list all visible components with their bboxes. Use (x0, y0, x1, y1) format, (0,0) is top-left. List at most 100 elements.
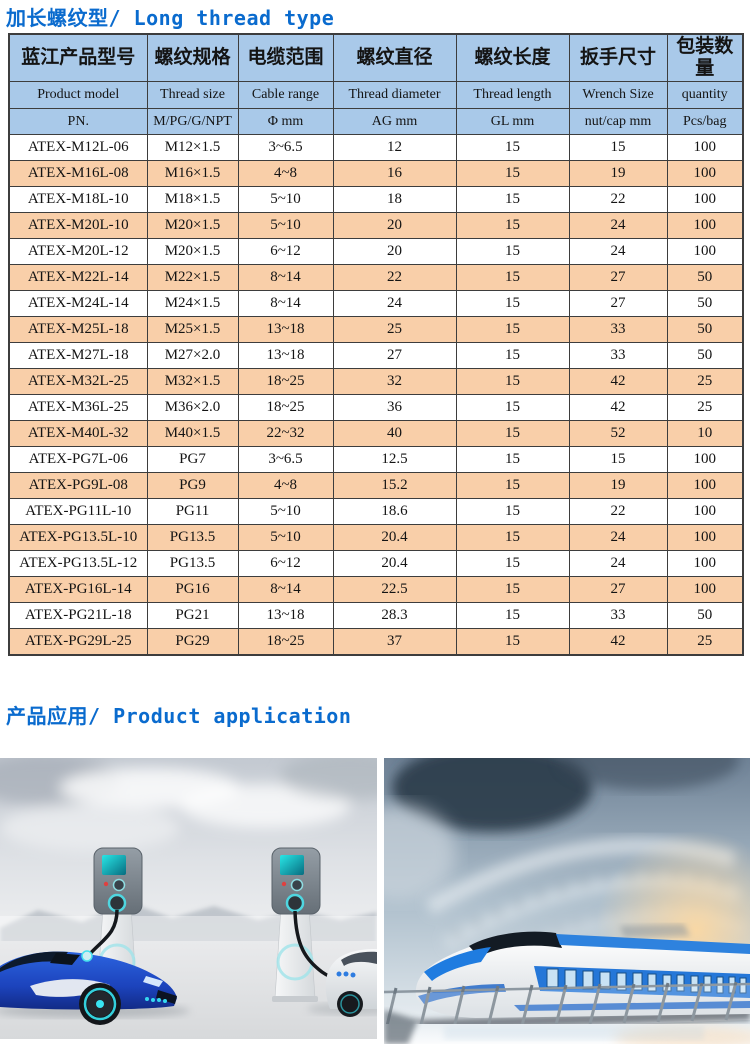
table-cell: ATEX-M27L-18 (8, 342, 148, 369)
table-cell: 100 (666, 524, 744, 551)
header-cell-cn: 扳手尺寸 (568, 33, 668, 82)
table-cell: 25 (666, 394, 744, 421)
table-cell: 36 (332, 394, 457, 421)
table-cell: M25×1.5 (146, 316, 239, 343)
table-cell: 28.3 (332, 602, 457, 629)
table-cell: 100 (666, 550, 744, 577)
table-cell: 100 (666, 498, 744, 525)
table-cell: ATEX-PG13.5L-10 (8, 524, 148, 551)
table-cell: 15 (455, 316, 570, 343)
table-cell: 50 (666, 602, 744, 629)
header-cell-en: Thread diameter (332, 81, 457, 109)
table-cell: M32×1.5 (146, 368, 239, 395)
table-cell: 24 (568, 524, 668, 551)
table-row: ATEX-PG29L-25 PG29 18~25 37 15 42 25 (8, 628, 744, 656)
header-cell-cn: 包装数量 (666, 33, 744, 82)
table-cell: 25 (332, 316, 457, 343)
table-cell: 15 (455, 628, 570, 656)
table-cell: 16 (332, 160, 457, 187)
header-cell-unit: Φ mm (237, 108, 334, 135)
table-cell: ATEX-M16L-08 (8, 160, 148, 187)
table-cell: 32 (332, 368, 457, 395)
ev-charging-photo (0, 758, 377, 1039)
table-cell: 15 (455, 472, 570, 499)
table-cell: PG9 (146, 472, 239, 499)
table-cell: ATEX-PG9L-08 (8, 472, 148, 499)
table-cell: ATEX-PG11L-10 (8, 498, 148, 525)
table-cell: 15 (455, 238, 570, 265)
table-cell: 5~10 (237, 212, 334, 239)
clouds (0, 758, 377, 852)
table-cell: 15 (455, 160, 570, 187)
table-cell: 13~18 (237, 342, 334, 369)
table-cell: PG7 (146, 446, 239, 473)
white-car (307, 948, 377, 1017)
table-cell: 6~12 (237, 238, 334, 265)
table-cell: 27 (568, 290, 668, 317)
table-cell: 24 (568, 550, 668, 577)
table-cell: 15.2 (332, 472, 457, 499)
train-illustration (384, 758, 750, 1044)
header-cell-en: Thread length (455, 81, 570, 109)
table-row: ATEX-PG13.5L-12 PG13.5 6~12 20.4 15 24 100 (8, 550, 744, 577)
table-cell: ATEX-M22L-14 (8, 264, 148, 291)
table-cell: 100 (666, 186, 744, 213)
header-cell-unit: AG mm (332, 108, 457, 135)
table-cell: 18~25 (237, 394, 334, 421)
header-cell-en: Thread size (146, 81, 239, 109)
table-cell: 100 (666, 212, 744, 239)
table-cell: ATEX-M25L-18 (8, 316, 148, 343)
header-cell-cn: 螺纹长度 (455, 33, 570, 82)
table-cell: 20 (332, 238, 457, 265)
table-cell: 4~8 (237, 472, 334, 499)
table-cell: 15 (455, 134, 570, 161)
header-cell-cn: 螺纹直径 (332, 33, 457, 82)
blue-car (0, 950, 190, 1025)
header-cell-en: Product model (8, 81, 148, 109)
section-title-product-application: 产品应用/ Product application (6, 704, 352, 728)
table-cell: 33 (568, 602, 668, 629)
table-cell: 15 (455, 264, 570, 291)
table-cell: 5~10 (237, 524, 334, 551)
table-cell: 33 (568, 342, 668, 369)
table-cell: 15 (455, 212, 570, 239)
table-cell: ATEX-M32L-25 (8, 368, 148, 395)
table-cell: 13~18 (237, 602, 334, 629)
table-cell: 15 (455, 368, 570, 395)
table-row: ATEX-M18L-10 M18×1.5 5~10 18 15 22 100 (8, 186, 744, 213)
table-cell: ATEX-M20L-12 (8, 238, 148, 265)
table-cell: 20.4 (332, 524, 457, 551)
table-row: ATEX-M27L-18 M27×2.0 13~18 27 15 33 50 (8, 342, 744, 369)
table-cell: 15 (455, 290, 570, 317)
table-cell: 22 (568, 498, 668, 525)
header-cell-en: Wrench Size (568, 81, 668, 109)
spec-table: 蓝江产品型号 螺纹规格 电缆范围 螺纹直径 螺纹长度 扳手尺寸 包装数量 Product mo… (8, 33, 744, 656)
table-cell: ATEX-PG21L-18 (8, 602, 148, 629)
table-cell: 15 (455, 394, 570, 421)
table-row: ATEX-PG13.5L-10 PG13.5 5~10 20.4 15 24 100 (8, 524, 744, 551)
table-cell: 22.5 (332, 576, 457, 603)
table-row: ATEX-M16L-08 M16×1.5 4~8 16 15 19 100 (8, 160, 744, 187)
header-cell-cn: 蓝江产品型号 (8, 33, 148, 82)
table-cell: M16×1.5 (146, 160, 239, 187)
table-cell: 3~6.5 (237, 446, 334, 473)
header-cell-unit: PN. (8, 108, 148, 135)
table-cell: M36×2.0 (146, 394, 239, 421)
table-cell: 13~18 (237, 316, 334, 343)
table-cell: ATEX-PG7L-06 (8, 446, 148, 473)
table-cell: 27 (332, 342, 457, 369)
section-title-long-thread-type: 加长螺纹型/ Long thread type (6, 6, 335, 30)
table-cell: 8~14 (237, 576, 334, 603)
charging-cable-left (86, 909, 119, 958)
table-cell: ATEX-M18L-10 (8, 186, 148, 213)
table-row: ATEX-PG11L-10 PG11 5~10 18.6 15 22 100 (8, 498, 744, 525)
table-cell: 27 (568, 576, 668, 603)
table-cell: 5~10 (237, 186, 334, 213)
table-cell: 6~12 (237, 550, 334, 577)
header-cell-en: Cable range (237, 81, 334, 109)
table-cell: PG11 (146, 498, 239, 525)
table-cell: 42 (568, 394, 668, 421)
table-row: ATEX-PG9L-08 PG9 4~8 15.2 15 19 100 (8, 472, 744, 499)
table-cell: 18.6 (332, 498, 457, 525)
table-row: ATEX-PG21L-18 PG21 13~18 28.3 15 33 50 (8, 602, 744, 629)
